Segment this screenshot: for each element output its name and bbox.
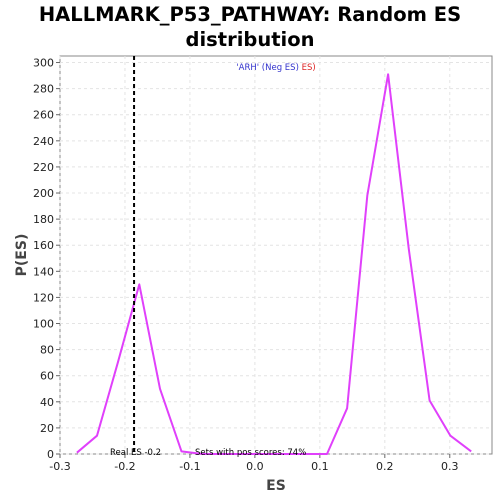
chart-title-line2: distribution (185, 28, 315, 51)
x-axis-title: ES (266, 478, 286, 494)
y-tick-label: 80 (40, 344, 54, 357)
y-axis-title: P(ES) (14, 234, 30, 277)
y-tick-label: 160 (33, 239, 54, 252)
x-tick-label: -0.1 (179, 460, 200, 473)
pos-scores-label: Sets with pos scores: 74% (195, 448, 306, 458)
y-tick-label: 100 (33, 318, 54, 331)
x-tick-label: 0.1 (311, 460, 329, 473)
y-tick-label: 220 (33, 161, 54, 174)
y-tick-label: 280 (33, 83, 54, 96)
legend-name: 'ARH' (Neg ES) (236, 63, 299, 73)
y-tick-label: 140 (33, 265, 54, 278)
y-tick-label: 200 (33, 187, 54, 200)
x-tick-label: 0.0 (246, 460, 264, 473)
series-line (76, 73, 472, 455)
series-layer (76, 73, 472, 455)
x-tick-label: 0.2 (376, 460, 394, 473)
y-tick-label: 300 (33, 57, 54, 70)
legend: 'ARH' (Neg ES) ES) (236, 63, 315, 73)
y-tick-label: 60 (40, 370, 54, 383)
y-tick-label: 40 (40, 396, 54, 409)
y-tick-label: 180 (33, 213, 54, 226)
legend-accent: ES) (299, 63, 316, 73)
y-tick-label: 120 (33, 291, 54, 304)
chart-title-line1: HALLMARK_P53_PATHWAY: Random ES (38, 3, 462, 26)
x-tick-label: -0.3 (49, 460, 70, 473)
y-tick-label: 260 (33, 109, 54, 122)
y-tick-label: 20 (40, 422, 54, 435)
y-tick-label: 240 (33, 135, 54, 148)
axes: 0 20 40 60 80 100 120 140 160 180 200 220 240 260 280 3… (33, 57, 459, 473)
x-tick-label: 0.3 (441, 460, 459, 473)
x-tick-label: -0.2 (114, 460, 135, 473)
y-tick-label: 0 (47, 448, 54, 461)
plot-area (59, 55, 493, 455)
real-es-label: Real ES -0.2 (110, 448, 161, 458)
